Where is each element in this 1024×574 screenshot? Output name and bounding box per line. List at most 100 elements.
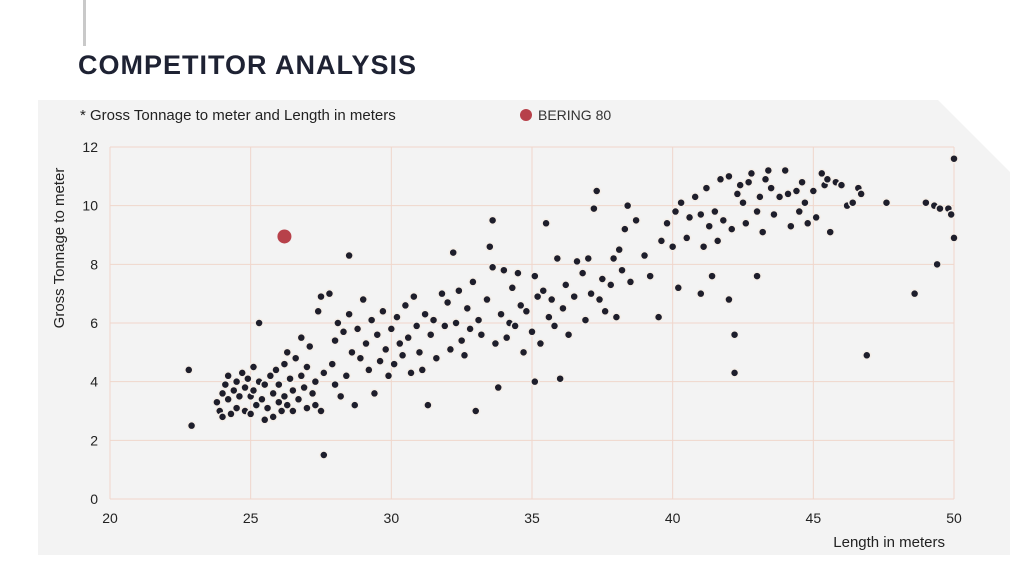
data-point <box>251 400 262 410</box>
data-point <box>535 338 546 349</box>
data-point <box>423 400 433 410</box>
data-point <box>378 306 388 317</box>
data-point <box>279 359 290 369</box>
data-point <box>738 197 748 208</box>
data-point <box>288 385 298 396</box>
data-point <box>752 206 762 217</box>
data-point <box>921 197 931 208</box>
data-point <box>316 291 326 302</box>
data-point <box>594 294 605 305</box>
data-point <box>330 335 340 346</box>
data-point <box>217 412 228 422</box>
data-point <box>248 385 259 396</box>
data-point <box>369 388 380 399</box>
data-point <box>330 379 340 390</box>
data-point <box>245 409 256 419</box>
data-point <box>212 397 222 407</box>
data-point <box>459 350 470 361</box>
data-point <box>327 359 338 369</box>
highlight-point-bering-80 <box>277 229 292 244</box>
data-point <box>715 174 726 185</box>
data-point <box>265 371 276 381</box>
data-point <box>380 344 391 355</box>
data-point <box>344 309 354 319</box>
data-point <box>741 218 751 229</box>
data-point <box>760 174 771 185</box>
data-point <box>257 394 267 405</box>
data-point <box>409 291 419 302</box>
data-points <box>184 153 959 460</box>
data-point <box>817 168 827 179</box>
data-point <box>580 315 591 325</box>
data-point <box>276 406 287 416</box>
y-tick-label: 2 <box>90 432 98 448</box>
data-point <box>274 397 284 407</box>
data-point <box>541 218 551 229</box>
data-point <box>808 186 819 196</box>
data-point <box>507 283 518 293</box>
data-point <box>310 376 321 387</box>
data-point <box>425 329 436 340</box>
data-point <box>949 153 959 164</box>
data-point <box>600 306 610 317</box>
data-point <box>324 288 335 299</box>
data-point <box>589 203 599 214</box>
data-point <box>572 256 582 267</box>
data-point <box>468 277 478 287</box>
data-point <box>724 294 734 305</box>
data-point <box>307 388 318 399</box>
x-tick-label: 40 <box>665 510 681 526</box>
data-point <box>375 356 385 366</box>
data-point <box>285 373 295 384</box>
data-point <box>335 391 346 402</box>
data-point <box>496 309 506 319</box>
data-point <box>220 379 231 390</box>
data-point <box>946 209 956 220</box>
data-point <box>271 365 281 375</box>
data-point <box>518 347 529 358</box>
data-point <box>704 221 714 231</box>
data-point <box>282 347 292 358</box>
data-point <box>800 197 810 208</box>
data-point <box>614 244 624 255</box>
data-point <box>836 180 847 190</box>
data-point <box>673 283 684 293</box>
data-point <box>333 318 343 328</box>
data-point <box>735 180 745 190</box>
data-point <box>530 271 540 281</box>
data-point <box>561 280 571 290</box>
data-point <box>662 218 672 229</box>
data-point <box>639 250 650 261</box>
data-point <box>248 362 259 372</box>
data-point <box>690 192 700 202</box>
data-point <box>279 391 290 402</box>
data-point <box>400 300 411 311</box>
data-point <box>552 253 563 264</box>
data-point <box>347 347 357 358</box>
data-point <box>696 209 706 220</box>
y-tick-label: 0 <box>90 491 98 507</box>
data-point <box>476 329 487 340</box>
data-point <box>611 312 622 322</box>
accent-bar <box>83 0 86 46</box>
data-point <box>718 215 729 226</box>
data-point <box>667 241 678 252</box>
data-point <box>774 192 785 202</box>
data-point <box>707 271 717 281</box>
data-point <box>262 403 273 413</box>
data-point <box>487 262 498 273</box>
data-point <box>696 288 706 299</box>
x-tick-label: 45 <box>806 510 822 526</box>
data-point <box>746 168 757 179</box>
data-point <box>701 183 712 193</box>
data-point <box>569 291 579 302</box>
data-point <box>577 268 588 278</box>
data-point <box>372 329 383 340</box>
y-tick-label: 6 <box>90 315 98 331</box>
data-point <box>406 368 416 378</box>
data-point <box>184 365 194 375</box>
data-point <box>350 400 360 410</box>
data-point <box>420 309 430 319</box>
legend-label-bering: BERING 80 <box>538 107 611 123</box>
data-point <box>386 324 397 334</box>
